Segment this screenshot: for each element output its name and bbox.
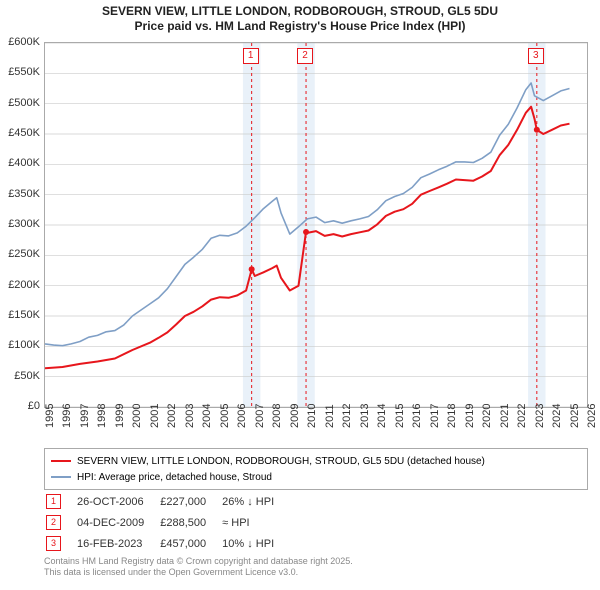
- x-tick-label: 2015: [394, 404, 406, 428]
- legend: SEVERN VIEW, LITTLE LONDON, RODBOROUGH, …: [44, 448, 588, 490]
- x-tick-label: 2004: [201, 404, 213, 428]
- y-tick-label: £600K: [0, 36, 40, 48]
- chart-container: SEVERN VIEW, LITTLE LONDON, RODBOROUGH, …: [0, 0, 600, 590]
- plot-area: [44, 42, 588, 408]
- x-tick-label: 2022: [516, 404, 528, 428]
- x-tick-label: 2020: [481, 404, 493, 428]
- legend-label: HPI: Average price, detached house, Stro…: [77, 472, 272, 483]
- event-note: ≈ HPI: [222, 513, 288, 532]
- y-tick-label: £550K: [0, 66, 40, 78]
- x-tick-label: 2006: [236, 404, 248, 428]
- x-tick-label: 2018: [446, 404, 458, 428]
- event-marker: 1: [243, 48, 259, 64]
- x-tick-label: 1998: [96, 404, 108, 428]
- y-tick-label: £400K: [0, 157, 40, 169]
- x-tick-label: 2009: [289, 404, 301, 428]
- event-price: £227,000: [160, 492, 220, 511]
- event-row: 3 16-FEB-2023£457,00010% ↓ HPI: [46, 534, 288, 553]
- x-tick-label: 1999: [114, 404, 126, 428]
- event-row: 2 04-DEC-2009£288,500≈ HPI: [46, 513, 288, 532]
- x-tick-label: 2002: [166, 404, 178, 428]
- title-line2: Price paid vs. HM Land Registry's House …: [0, 19, 600, 33]
- x-tick-label: 2023: [534, 404, 546, 428]
- y-tick-label: £200K: [0, 279, 40, 291]
- event-note: 10% ↓ HPI: [222, 534, 288, 553]
- y-tick-label: £450K: [0, 127, 40, 139]
- x-tick-label: 1997: [79, 404, 91, 428]
- events-table: 1 26-OCT-2006£227,00026% ↓ HPI 2 04-DEC-200…: [44, 490, 290, 555]
- legend-swatch: [51, 476, 71, 478]
- x-tick-label: 2010: [306, 404, 318, 428]
- plot-svg: [45, 43, 587, 407]
- legend-swatch: [51, 460, 71, 462]
- event-index-box: 3: [46, 536, 61, 551]
- x-tick-label: 2026: [586, 404, 598, 428]
- attribution-line1: Contains HM Land Registry data © Crown c…: [44, 556, 353, 567]
- x-tick-label: 1995: [44, 404, 56, 428]
- x-tick-label: 2007: [254, 404, 266, 428]
- event-price: £288,500: [160, 513, 220, 532]
- y-tick-label: £350K: [0, 188, 40, 200]
- event-index-box: 1: [46, 494, 61, 509]
- titles: SEVERN VIEW, LITTLE LONDON, RODBOROUGH, …: [0, 0, 600, 33]
- x-tick-label: 2014: [376, 404, 388, 428]
- x-tick-label: 2012: [341, 404, 353, 428]
- event-date: 16-FEB-2023: [77, 534, 158, 553]
- event-price: £457,000: [160, 534, 220, 553]
- x-tick-label: 2021: [499, 404, 511, 428]
- x-tick-label: 2025: [569, 404, 581, 428]
- legend-label: SEVERN VIEW, LITTLE LONDON, RODBOROUGH, …: [77, 456, 485, 467]
- x-tick-label: 2024: [551, 404, 563, 428]
- event-date: 26-OCT-2006: [77, 492, 158, 511]
- event-marker: 2: [297, 48, 313, 64]
- y-tick-label: £250K: [0, 248, 40, 260]
- x-tick-label: 2008: [271, 404, 283, 428]
- legend-item: HPI: Average price, detached house, Stro…: [51, 469, 581, 485]
- x-tick-label: 2005: [219, 404, 231, 428]
- attribution-line2: This data is licensed under the Open Gov…: [44, 567, 353, 578]
- x-tick-label: 2016: [411, 404, 423, 428]
- x-tick-label: 2017: [429, 404, 441, 428]
- y-tick-label: £0: [0, 400, 40, 412]
- legend-item: SEVERN VIEW, LITTLE LONDON, RODBOROUGH, …: [51, 453, 581, 469]
- title-line1: SEVERN VIEW, LITTLE LONDON, RODBOROUGH, …: [0, 4, 600, 18]
- x-tick-label: 2000: [131, 404, 143, 428]
- y-tick-label: £150K: [0, 309, 40, 321]
- x-tick-label: 2001: [149, 404, 161, 428]
- event-index-box: 2: [46, 515, 61, 530]
- event-marker: 3: [528, 48, 544, 64]
- y-tick-label: £100K: [0, 339, 40, 351]
- attribution: Contains HM Land Registry data © Crown c…: [44, 556, 353, 579]
- x-tick-label: 2019: [464, 404, 476, 428]
- y-tick-label: £300K: [0, 218, 40, 230]
- y-tick-label: £500K: [0, 97, 40, 109]
- event-note: 26% ↓ HPI: [222, 492, 288, 511]
- x-tick-label: 2003: [184, 404, 196, 428]
- x-tick-label: 2011: [324, 404, 336, 428]
- x-tick-label: 2013: [359, 404, 371, 428]
- y-tick-label: £50K: [0, 370, 40, 382]
- x-tick-label: 1996: [61, 404, 73, 428]
- event-date: 04-DEC-2009: [77, 513, 158, 532]
- event-row: 1 26-OCT-2006£227,00026% ↓ HPI: [46, 492, 288, 511]
